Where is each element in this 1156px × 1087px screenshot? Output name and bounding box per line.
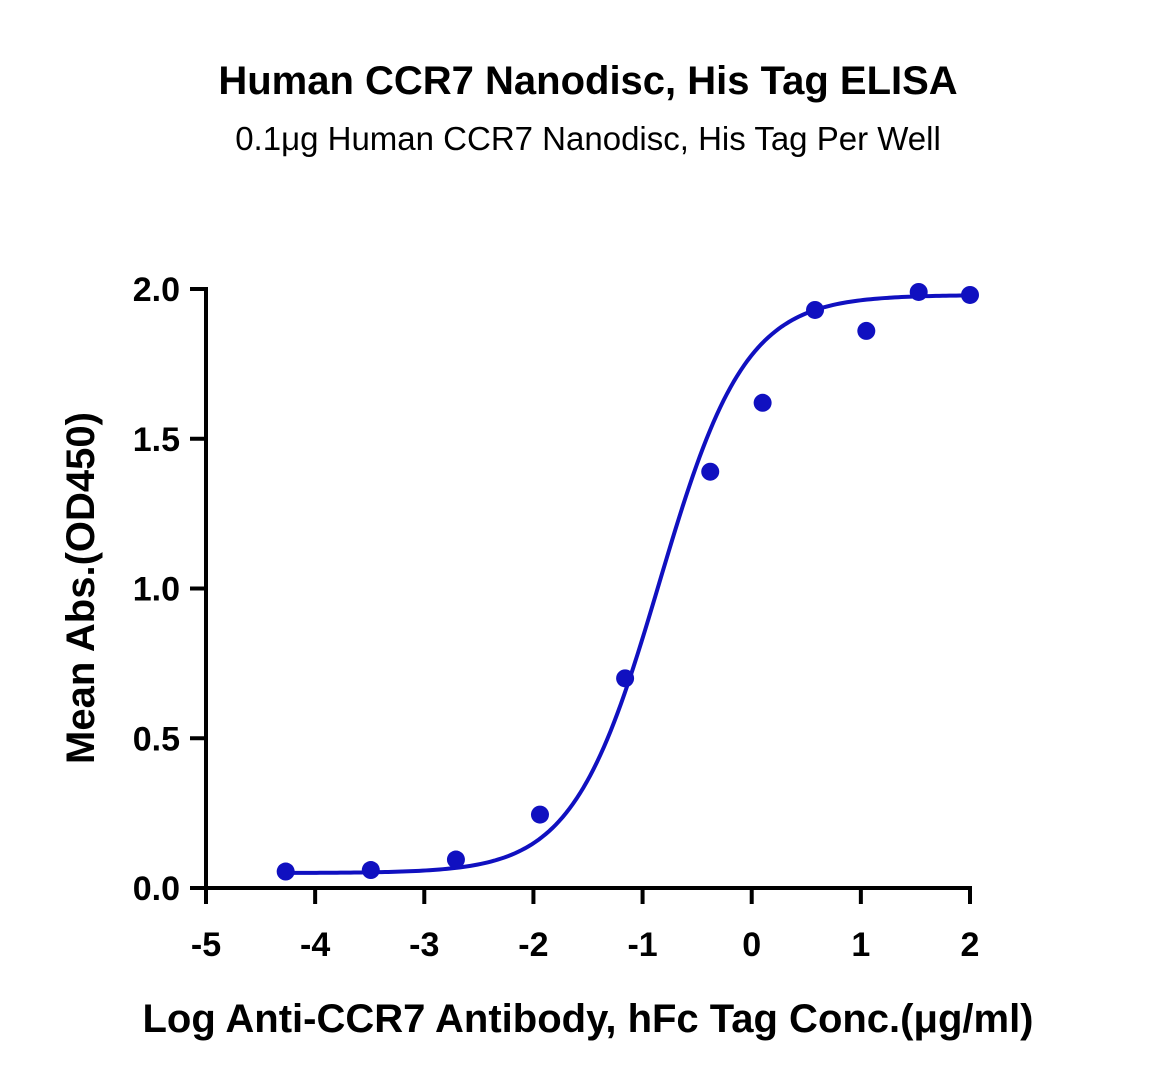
data-point [446,850,465,869]
x-tick-label: 2 [961,926,980,964]
x-tick-label: -4 [300,926,330,964]
y-tick-label: 0.0 [133,870,180,908]
x-tick-label: -2 [518,926,548,964]
y-axis-label: Mean Abs.(OD450) [59,412,103,764]
plot-area: 0.0 0.5 1.0 1.5 2.0 -5 -4 -3 -2 -1 0 1 2 [133,271,980,964]
x-tick-label: 1 [851,926,870,964]
x-tick-label: -5 [191,926,221,964]
fit-curve [285,293,971,875]
data-point [701,462,720,481]
data-point [530,805,549,824]
x-tick-label: -3 [409,926,439,964]
data-point [276,862,295,881]
y-tick-label: 2.0 [133,271,180,309]
x-tick-label: 0 [742,926,761,964]
data-point [616,669,635,688]
y-tick-label: 0.5 [133,720,180,758]
data-point [909,282,928,301]
x-axis-label: Log Anti-CCR7 Antibody, hFc Tag Conc.(μg… [142,997,1033,1041]
data-point [806,300,825,319]
data-point [857,321,876,340]
x-tick-label: -1 [627,926,657,964]
chart-subtitle: 0.1μg Human CCR7 Nanodisc, His Tag Per W… [235,120,941,157]
chart-title: Human CCR7 Nanodisc, His Tag ELISA [218,59,957,103]
y-tick-label: 1.5 [133,421,180,459]
data-point [961,285,979,304]
y-tick-label: 1.0 [133,571,180,609]
data-point [753,393,772,412]
data-point [361,861,380,880]
